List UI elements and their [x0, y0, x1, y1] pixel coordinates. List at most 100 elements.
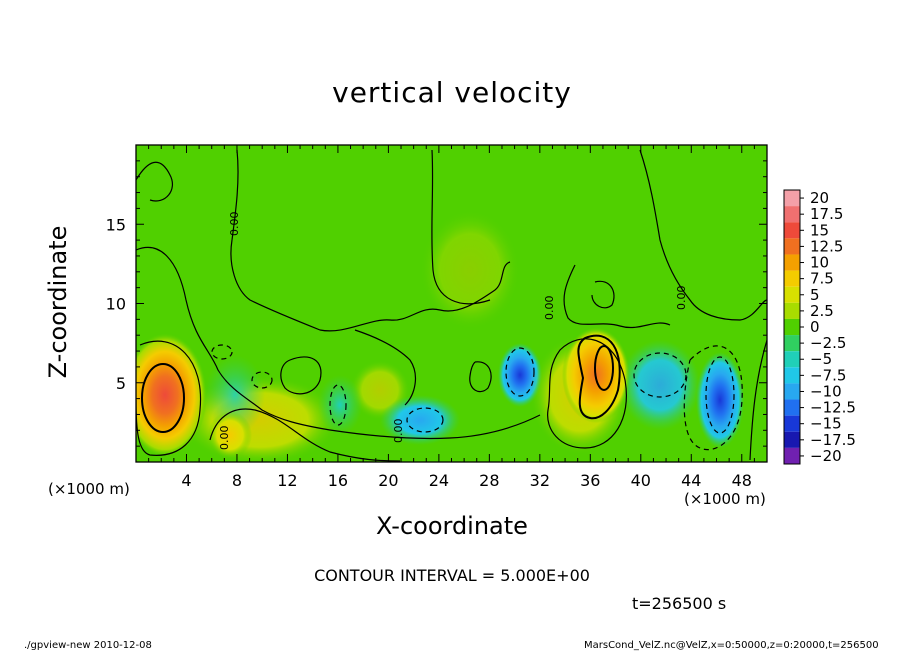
- time-label: t=256500 s: [632, 594, 727, 613]
- weak-updraft-zone: [420, 210, 520, 330]
- colorbar-label: 12.5: [810, 237, 843, 255]
- contour-zero: [431, 149, 491, 305]
- colorbar-swatch: [784, 222, 800, 239]
- colorbar-label: 7.5: [810, 270, 834, 288]
- contour-negative: [705, 356, 735, 434]
- contour-labels: 0.00 0.00 0.00 0.00 0.00: [218, 212, 688, 451]
- downdraft-zone: [620, 340, 700, 430]
- x-axis: 4 8 12 16 20 24 28 32 36 40 44 48: [148, 145, 755, 490]
- colorbar-label: 2.5: [810, 302, 834, 320]
- x-unit-label-left: (×1000 m): [48, 480, 130, 498]
- y-axis-label: Z-coordinate: [44, 225, 72, 379]
- contour-zero: [280, 356, 322, 395]
- colorbar-label: 20: [810, 189, 829, 207]
- contour-zero: [354, 329, 417, 406]
- velocity-field: [136, 145, 767, 462]
- contour-zero: [749, 339, 767, 461]
- contour-negative: [406, 407, 444, 433]
- x-tick-label: 4: [181, 471, 191, 490]
- colorbar-swatch: [784, 286, 800, 303]
- contour-positive-strong: [594, 345, 614, 391]
- x-tick-label: 12: [277, 471, 297, 490]
- colorbar-label: 10: [810, 254, 829, 272]
- y-tick-label: 5: [116, 374, 126, 393]
- contour-zero: [136, 161, 173, 202]
- x-axis-label: X-coordinate: [376, 512, 528, 540]
- colorbar-label: 15: [810, 221, 829, 239]
- contour-lines: [136, 149, 767, 462]
- colorbar-swatch: [784, 447, 800, 464]
- contour-label: 0.00: [218, 426, 231, 451]
- contour-interval: CONTOUR INTERVAL = 5.000E+00: [314, 566, 590, 585]
- contour-zero: [563, 264, 671, 328]
- x-tick-label: 32: [530, 471, 550, 490]
- colorbar-swatch: [784, 190, 800, 207]
- footer-right: MarsCond_VelZ.nc@VelZ,x=0:50000,z=0:2000…: [584, 640, 879, 651]
- colorbar-label: −20: [810, 447, 842, 465]
- contour-zero: [209, 408, 401, 462]
- x-unit-label-right: (×1000 m): [684, 490, 766, 508]
- colorbar-swatch: [784, 415, 800, 432]
- chart-title: vertical velocity: [332, 76, 572, 109]
- colorbar-swatch: [784, 238, 800, 255]
- x-tick-label: 40: [631, 471, 651, 490]
- contour-positive: [136, 340, 202, 456]
- updraft-cell-8km: [208, 411, 252, 459]
- contour-label: 0.00: [392, 419, 405, 444]
- contour-negative: [633, 352, 687, 398]
- contour-zero: [469, 361, 492, 393]
- contour-negative: [683, 345, 743, 451]
- contour-zero: [639, 149, 767, 321]
- colorbar-label: −17.5: [810, 431, 856, 449]
- colorbar-label: −15: [810, 415, 842, 433]
- colorbar-label: −7.5: [810, 366, 846, 384]
- contour-zero: [136, 246, 541, 440]
- colorbar-label: −10: [810, 382, 842, 400]
- colorbar-label: 5: [810, 286, 820, 304]
- contour-label: 0.00: [543, 296, 556, 321]
- colorbar-swatch: [784, 383, 800, 400]
- downdraft-zone: [318, 375, 362, 435]
- x-tick-label: 28: [479, 471, 499, 490]
- colorbar-swatch: [784, 318, 800, 336]
- colorbar-label: 17.5: [810, 205, 843, 223]
- contour-zero: [230, 149, 511, 332]
- downdraft-zone: [380, 395, 460, 445]
- colorbar-swatch: [784, 335, 800, 352]
- y-tick-label: 15: [106, 215, 126, 234]
- colorbar-label: −5: [810, 350, 832, 368]
- contour-positive-strong: [141, 363, 185, 433]
- contour-negative: [329, 384, 347, 426]
- contour-zero: [591, 280, 615, 309]
- x-tick-label: 20: [378, 471, 398, 490]
- x-tick-label: 44: [681, 471, 701, 490]
- colorbar-swatch: [784, 399, 800, 416]
- colorbar-swatch: [784, 351, 800, 368]
- colorbar-swatch: [784, 302, 800, 319]
- colorbar-swatch: [784, 270, 800, 287]
- colorbar-label: −12.5: [810, 399, 856, 417]
- y-tick-label: 10: [106, 295, 126, 314]
- colorbar-label: −2.5: [810, 334, 846, 352]
- contour-positive: [577, 334, 621, 420]
- downdraft-cell-46km: [696, 352, 744, 448]
- contour-label: 0.00: [675, 286, 688, 311]
- x-tick-label: 48: [732, 471, 752, 490]
- x-tick-label: 16: [328, 471, 348, 490]
- contour-label: 0.00: [228, 212, 241, 237]
- x-tick-label: 8: [232, 471, 242, 490]
- x-tick-label: 36: [580, 471, 600, 490]
- contour-positive: [547, 338, 627, 449]
- footer-left: ./gpview-new 2010-12-08: [24, 640, 152, 651]
- colorbar-swatch: [784, 367, 800, 384]
- contour-negative: [211, 344, 233, 360]
- x-tick-label: 24: [429, 471, 449, 490]
- colorbar-label: 0: [810, 318, 820, 336]
- contour-negative: [505, 347, 535, 397]
- colorbar-swatch: [784, 206, 800, 223]
- updraft-cell-3km: [136, 333, 207, 457]
- contour-negative: [251, 371, 273, 389]
- colorbar: 2017.51512.5107.552.50−2.5−5−7.5−10−12.5…: [783, 189, 856, 465]
- colorbar-swatch: [784, 254, 800, 271]
- y-axis: 5 10 15: [106, 160, 767, 447]
